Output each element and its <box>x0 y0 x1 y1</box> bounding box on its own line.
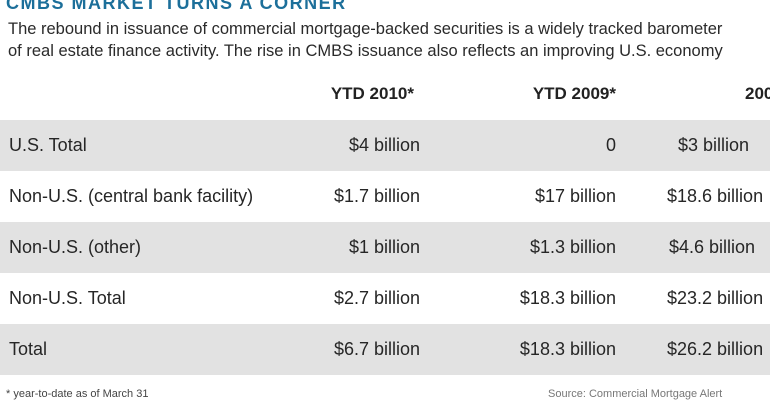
source-note: Source: Commercial Mortgage Alert <box>548 388 723 400</box>
cell-ytd-2010: $1 billion <box>348 237 420 257</box>
header-2009: 2009 <box>745 84 770 103</box>
row-label: Non-U.S. Total <box>9 288 126 308</box>
cell-2009: $23.2 billion <box>667 288 764 308</box>
cell-ytd-2010: $4 billion <box>348 135 420 155</box>
table-row: Non-U.S. (central bank facility) $1.7 bi… <box>0 171 770 222</box>
cell-ytd-2009: $18.3 billion <box>519 288 616 308</box>
cell-2009: $4.6 billion <box>669 237 756 257</box>
header-ytd-2010: YTD 2010* <box>330 84 414 103</box>
cell-ytd-2009: $18.3 billion <box>519 339 616 359</box>
footnote: * year-to-date as of March 31 <box>6 388 149 400</box>
header-ytd-2009: YTD 2009* <box>532 84 616 103</box>
row-label: Non-U.S. (other) <box>9 237 142 257</box>
cell-2009: $26.2 billion <box>667 339 764 359</box>
cell-2009: $18.6 billion <box>667 186 764 206</box>
cell-ytd-2009: $17 billion <box>534 186 616 206</box>
chart-subtitle: The rebound in issuance of commercial mo… <box>8 18 770 62</box>
cell-ytd-2010: $6.7 billion <box>333 339 420 359</box>
row-label: Total <box>9 339 48 359</box>
row-label: U.S. Total <box>9 135 87 155</box>
table-row: Non-U.S. Total $2.7 billion $18.3 billio… <box>0 273 770 324</box>
table-row: Non-U.S. (other) $1 billion $1.3 billion… <box>0 222 770 273</box>
row-label: Non-U.S. (central bank facility) <box>9 186 254 206</box>
subtitle-line-1: The rebound in issuance of commercial mo… <box>8 20 723 38</box>
cell-ytd-2009: $1.3 billion <box>529 237 616 257</box>
table-row: Total $6.7 billion $18.3 billion $26.2 b… <box>0 324 770 375</box>
table-row: U.S. Total $4 billion 0 $3 billion <box>0 120 770 171</box>
subtitle-line-2: of real estate finance activity. The ris… <box>8 42 723 60</box>
cell-2009: $3 billion <box>678 135 750 155</box>
chart-title: CMBS MARKET TURNS A CORNER <box>6 0 347 13</box>
cell-ytd-2010: $2.7 billion <box>333 288 420 308</box>
cell-ytd-2009: 0 <box>605 135 616 155</box>
cell-ytd-2010: $1.7 billion <box>333 186 420 206</box>
table-header: YTD 2010* YTD 2009* 2009 <box>0 84 770 108</box>
